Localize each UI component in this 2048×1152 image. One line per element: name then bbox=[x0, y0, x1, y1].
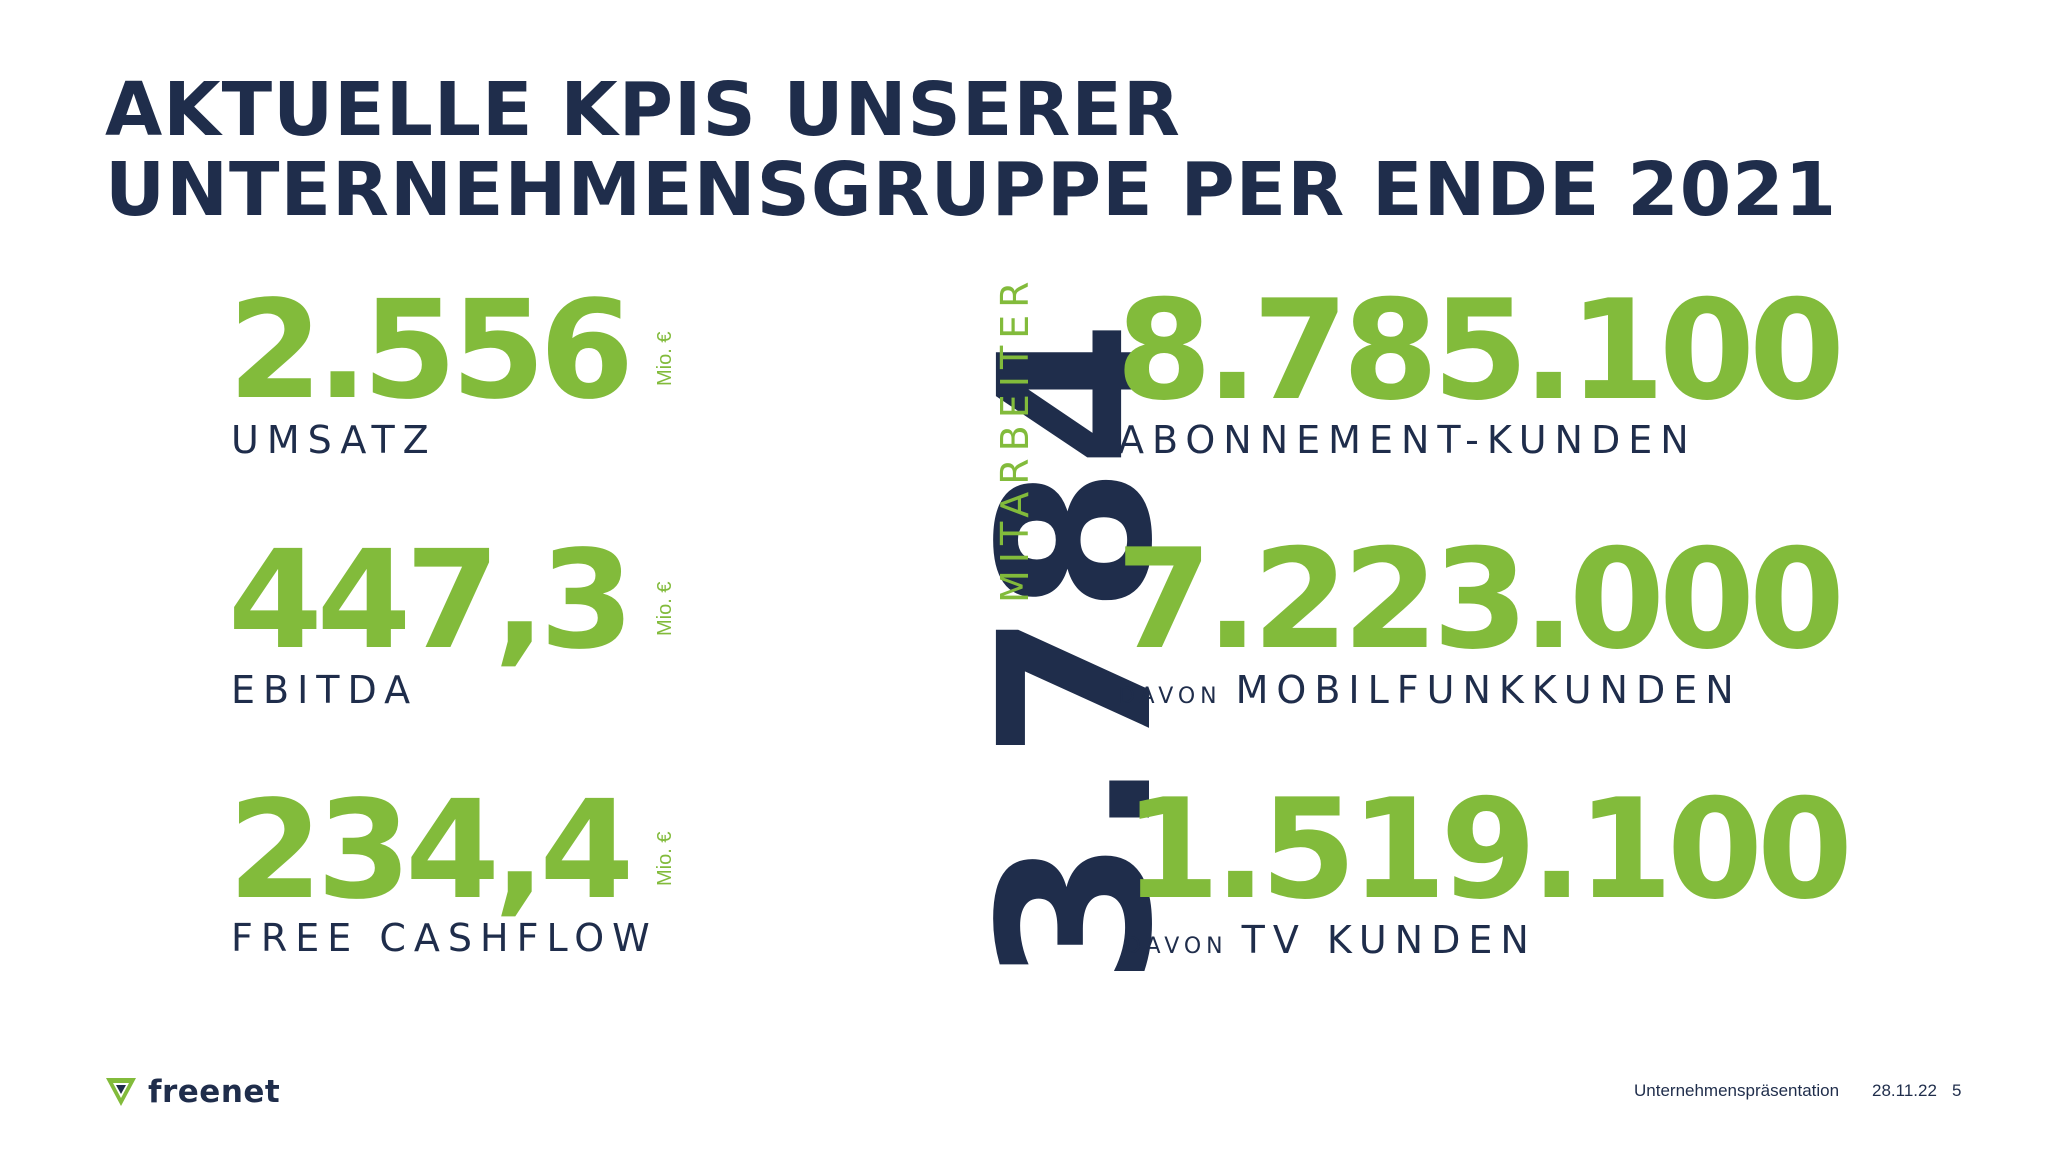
kpi-ebitda-unit: Mio. € bbox=[654, 581, 676, 636]
freenet-logo: freenet bbox=[104, 1074, 280, 1110]
kpi-mitarbeiter-label: MITARBEITER bbox=[993, 274, 1037, 603]
title-line-2: UNTERNEHMENSGRUPPE PER ENDE 2021 bbox=[105, 147, 1838, 233]
kpi-abonnement-value: 8.785.100 bbox=[1116, 270, 1845, 431]
freenet-logo-text: freenet bbox=[148, 1074, 281, 1110]
page-title: AKTUELLE KPIS UNSERER UNTERNEHMENSGRUPPE… bbox=[105, 70, 1837, 230]
kpi-ebitda-value: 447,3 bbox=[228, 522, 634, 680]
kpi-mobilfunk-label: DAVON MOBILFUNKKUNDEN bbox=[1118, 668, 1742, 712]
footer-page-number: 5 bbox=[1952, 1081, 1962, 1100]
kpi-ebitda-label: EBITDA bbox=[231, 668, 419, 712]
freenet-logo-icon bbox=[106, 1078, 136, 1106]
kpi-tv-label: DAVON TV KUNDEN bbox=[1124, 918, 1537, 962]
kpi-mobilfunk-label-text: MOBILFUNKKUNDEN bbox=[1235, 668, 1742, 712]
kpi-mobilfunk-prefix: DAVON bbox=[1118, 684, 1222, 709]
kpi-abonnement-label: ABONNEMENT-KUNDEN bbox=[1118, 418, 1697, 462]
kpi-umsatz-label: UMSATZ bbox=[231, 418, 437, 462]
kpi-abonnement-label-text: ABONNEMENT-KUNDEN bbox=[1118, 418, 1697, 462]
kpi-tv-prefix: DAVON bbox=[1124, 934, 1228, 959]
kpi-umsatz-value: 2.556 bbox=[228, 272, 634, 430]
kpi-cashflow-value: 234,4 bbox=[228, 772, 634, 930]
kpi-tv-value: 1.519.100 bbox=[1124, 769, 1853, 930]
title-line-1: AKTUELLE KPIS UNSERER bbox=[105, 67, 1181, 153]
footer-date: 28.11.22 bbox=[1872, 1081, 1937, 1100]
footer-presentation: Unternehmenspräsentation bbox=[1634, 1081, 1840, 1100]
kpi-cashflow-unit: Mio. € bbox=[654, 831, 676, 886]
kpi-umsatz-unit: Mio. € bbox=[654, 331, 676, 386]
kpi-mobilfunk-value: 7.223.000 bbox=[1116, 519, 1845, 680]
kpi-tv-label-text: TV KUNDEN bbox=[1241, 918, 1537, 962]
kpi-cashflow-label: FREE CASHFLOW bbox=[231, 916, 658, 960]
